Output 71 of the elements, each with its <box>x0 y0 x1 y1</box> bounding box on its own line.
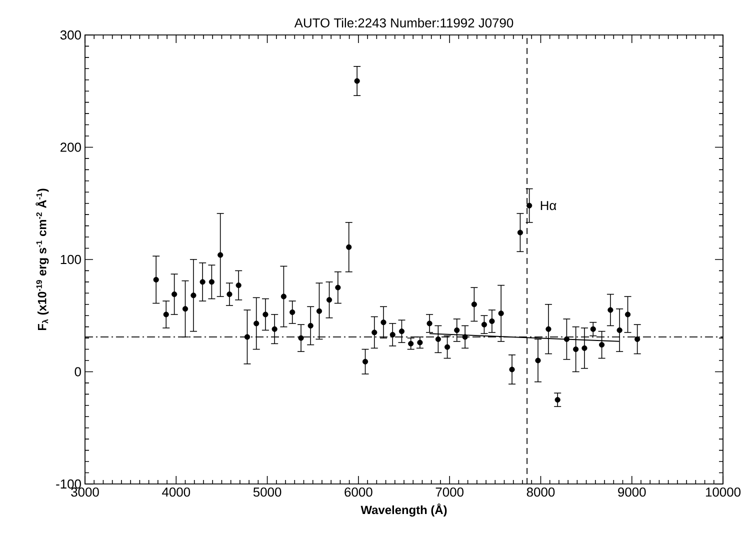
point <box>290 309 296 316</box>
point <box>298 335 304 341</box>
point <box>200 279 206 285</box>
point <box>372 330 378 336</box>
point <box>590 326 596 332</box>
point <box>346 244 352 250</box>
point <box>172 291 178 298</box>
x-tick-label: 6000 <box>344 488 372 497</box>
point <box>526 202 532 208</box>
point <box>326 297 332 303</box>
point <box>435 336 441 342</box>
point <box>462 334 468 340</box>
point <box>280 294 286 300</box>
point <box>481 322 488 328</box>
y-tick-label: 200 <box>60 142 81 152</box>
text: F$_{λ}$ (x10$^{-19}$ erg s$^{-1}$ cm$^{-2}$ Å$^{-1}$) <box>36 188 49 330</box>
point <box>471 302 477 308</box>
point <box>498 310 504 316</box>
point <box>308 322 314 329</box>
point <box>444 344 450 350</box>
point <box>218 252 224 258</box>
x-tick-label: 7000 <box>436 488 464 497</box>
chart-title: AUTO Tile:2243 Number:11992 J0790 <box>294 18 514 28</box>
x-tick-label: 3000 <box>71 488 99 497</box>
point <box>489 318 495 324</box>
point <box>573 346 579 352</box>
y-tick-label: 0 <box>74 367 81 376</box>
point <box>454 327 460 333</box>
point <box>535 358 541 364</box>
annotation: Hα <box>540 201 556 210</box>
point <box>153 276 159 282</box>
x-tick-label: 9000 <box>618 488 646 497</box>
point <box>624 312 631 318</box>
point <box>208 279 214 285</box>
point <box>272 326 278 332</box>
point <box>608 307 614 313</box>
point <box>426 320 432 326</box>
point <box>616 327 622 333</box>
point <box>509 366 515 372</box>
x-tick-label: 8000 <box>526 488 555 497</box>
y-tick-label: 300 <box>60 30 81 40</box>
point <box>354 78 360 84</box>
point <box>226 291 232 298</box>
y-tick-label: 100 <box>60 254 81 264</box>
point <box>517 230 524 236</box>
point <box>182 306 188 312</box>
point <box>254 320 260 326</box>
point <box>236 282 242 288</box>
point <box>546 326 552 332</box>
point <box>417 340 423 346</box>
point <box>408 340 414 346</box>
point <box>362 358 368 364</box>
point <box>390 332 396 338</box>
point <box>582 345 588 351</box>
x-axis-title: Wavelength (Å) <box>360 504 447 517</box>
point <box>262 312 268 318</box>
point <box>316 308 322 314</box>
x-tick-label: 4000 <box>162 488 190 497</box>
point <box>598 342 605 348</box>
x-tick-label: 10000 <box>706 488 741 497</box>
point <box>380 320 386 326</box>
point <box>564 336 570 342</box>
point <box>554 397 560 403</box>
point <box>335 284 341 290</box>
point <box>634 336 640 342</box>
y-tick-label: -100 <box>56 479 81 489</box>
point <box>190 292 196 298</box>
point <box>244 334 250 340</box>
x-tick-label: 5000 <box>253 488 282 497</box>
point <box>163 312 169 318</box>
point <box>398 328 405 334</box>
